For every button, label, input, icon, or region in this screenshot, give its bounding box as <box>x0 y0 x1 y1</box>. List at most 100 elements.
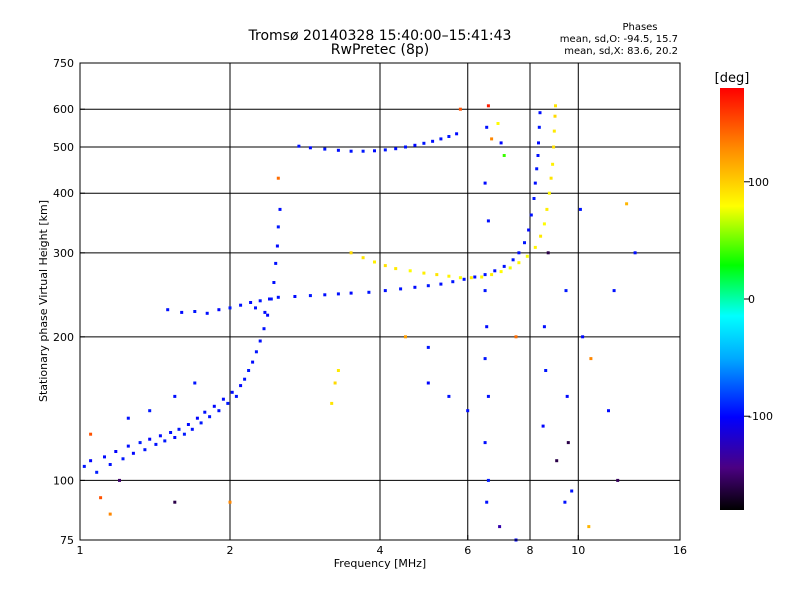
data-point <box>173 436 177 439</box>
data-point <box>361 149 365 153</box>
data-point <box>499 270 503 274</box>
data-point <box>239 303 243 307</box>
data-point <box>527 228 531 232</box>
colorbar-ticks: 100 0 -100 <box>744 176 773 423</box>
chart-subtitle: RwPretec (8p) <box>331 42 429 58</box>
data-point <box>336 148 340 152</box>
data-point <box>373 260 376 264</box>
data-point <box>607 409 610 413</box>
data-point <box>99 496 103 500</box>
data-point <box>544 369 548 372</box>
y-tick-label: 75 <box>60 534 74 547</box>
data-point <box>404 335 407 339</box>
data-point <box>217 409 221 413</box>
y-tick-label: 300 <box>53 247 74 260</box>
data-point <box>483 273 487 277</box>
data-point <box>483 181 487 185</box>
data-point <box>173 500 177 504</box>
data-point <box>349 251 353 255</box>
data-point <box>293 295 297 298</box>
data-point <box>212 404 216 408</box>
data-point <box>537 141 540 145</box>
data-point <box>367 290 371 294</box>
y-tick-label: 400 <box>53 187 74 200</box>
data-point <box>551 162 555 166</box>
data-point <box>138 441 142 445</box>
data-point <box>268 297 271 301</box>
y-tick-label: 600 <box>53 103 74 116</box>
data-point <box>269 297 273 301</box>
data-point <box>486 104 490 108</box>
phase-stats-header: Phases <box>622 22 657 33</box>
data-point <box>323 293 327 297</box>
data-point <box>554 104 557 108</box>
data-point <box>199 421 203 425</box>
x-tick-label: 6 <box>464 544 471 557</box>
data-point <box>483 357 487 361</box>
data-point <box>126 444 130 448</box>
data-point <box>486 478 490 482</box>
data-point <box>394 267 398 271</box>
data-point <box>555 459 559 463</box>
data-point <box>517 261 521 265</box>
data-point <box>462 277 466 281</box>
data-point <box>455 132 459 136</box>
data-point <box>485 325 489 329</box>
data-point <box>541 424 545 428</box>
x-tick-label: 8 <box>527 544 534 557</box>
data-point <box>143 448 147 452</box>
data-point <box>276 225 280 229</box>
phase-stats-o: mean, sd,O: -94.5, 15.7 <box>560 34 678 45</box>
data-point <box>553 114 557 118</box>
data-point <box>383 264 387 268</box>
y-tick-label: 200 <box>53 331 74 344</box>
x-tick-label: 4 <box>377 544 384 557</box>
data-point <box>499 141 503 145</box>
data-point <box>538 111 542 115</box>
data-point <box>537 125 541 129</box>
data-point <box>266 313 270 317</box>
data-point <box>486 219 490 223</box>
data-point <box>108 512 112 516</box>
data-point <box>254 350 258 354</box>
data-point <box>274 261 278 265</box>
data-point <box>228 500 232 504</box>
data-point <box>542 222 546 226</box>
data-point <box>276 295 280 299</box>
y-tick-label: 500 <box>53 141 74 154</box>
data-point <box>529 213 533 217</box>
data-point <box>404 145 407 149</box>
data-point <box>308 294 312 298</box>
data-point <box>589 357 593 361</box>
data-point <box>258 299 262 303</box>
data-point <box>523 241 526 245</box>
data-point <box>208 415 212 419</box>
data-point <box>234 394 238 398</box>
data-point <box>217 308 221 312</box>
data-point <box>394 147 398 151</box>
data-point <box>625 202 629 206</box>
data-point <box>447 394 451 398</box>
data-point <box>552 145 556 149</box>
data-point <box>373 149 376 153</box>
colorbar <box>720 88 744 510</box>
data-point <box>564 289 568 293</box>
data-point <box>469 276 473 280</box>
data-point <box>498 525 502 529</box>
data-point <box>114 450 118 453</box>
data-point <box>247 369 251 372</box>
data-point <box>431 139 435 143</box>
data-point <box>173 394 177 398</box>
data-point <box>549 176 553 180</box>
data-point <box>578 207 582 211</box>
y-tick-label: 100 <box>53 474 74 487</box>
data-point <box>458 276 462 280</box>
data-point <box>193 310 197 313</box>
data-point <box>435 273 439 277</box>
data-point <box>336 292 340 296</box>
data-point <box>258 339 262 343</box>
data-point <box>439 137 443 141</box>
data-point <box>263 310 267 314</box>
data-point <box>330 401 334 405</box>
